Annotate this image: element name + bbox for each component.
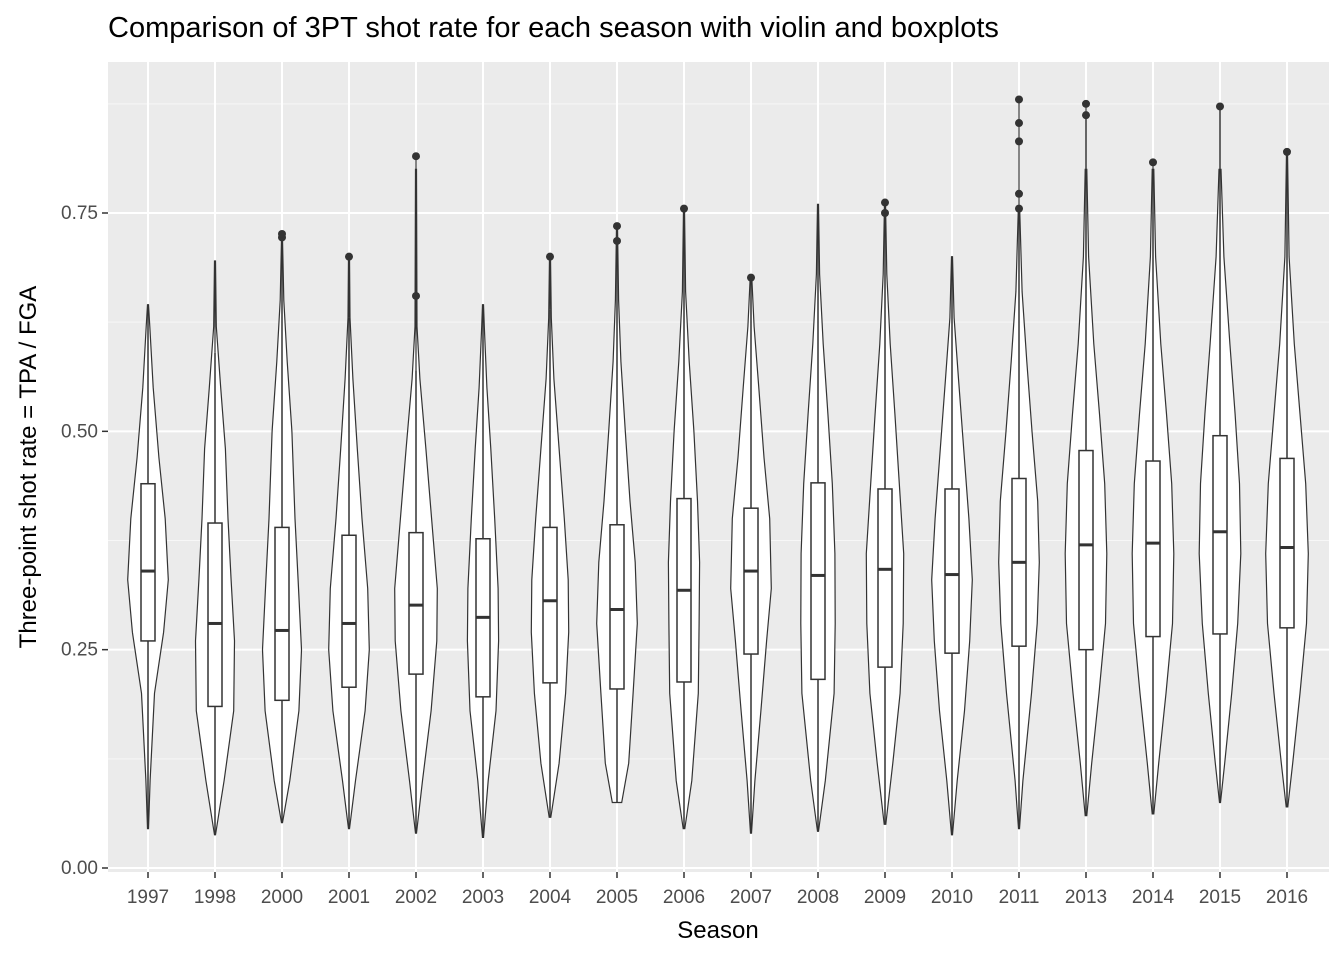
axes: 0.00 0.25 0.50 0.75 1997 1998 2000 2001 2002 2003… — [61, 203, 1308, 908]
violin-2007 — [730, 273, 772, 834]
x-tick-label: 2006 — [663, 887, 705, 908]
box — [1279, 457, 1295, 629]
chart-title: Comparison of 3PT shot rate for each sea… — [108, 12, 999, 44]
violin-2013 — [1064, 99, 1108, 817]
box — [944, 488, 960, 654]
x-tick-label: 2013 — [1065, 887, 1107, 908]
violin-2001 — [328, 252, 370, 830]
box — [1078, 449, 1094, 651]
violin-2010 — [931, 256, 973, 836]
violin-2005 — [596, 222, 638, 804]
y-tick-label: 0.00 — [61, 858, 98, 879]
x-tick-label: 2001 — [328, 887, 370, 908]
outlier-point — [1015, 137, 1023, 146]
violin-2004 — [530, 252, 570, 818]
y-axis-title: Three-point shot rate = TPA / FGA — [15, 286, 42, 649]
box — [810, 482, 826, 681]
violin-2015 — [1198, 102, 1242, 804]
violin-1998 — [194, 260, 236, 836]
box — [542, 526, 558, 684]
outlier-point — [881, 209, 889, 217]
violin-2014 — [1131, 158, 1175, 815]
outlier-point — [1082, 111, 1090, 120]
box — [140, 482, 156, 642]
x-tick-label: 2000 — [261, 887, 303, 908]
box — [341, 534, 357, 688]
x-tick-label: 2002 — [395, 887, 437, 908]
outlier-point — [613, 222, 621, 231]
violin-2016 — [1265, 147, 1309, 808]
x-tick-label: 2003 — [462, 887, 504, 908]
violin-2011 — [998, 95, 1040, 830]
violin-1997 — [127, 304, 169, 830]
violin-2002 — [394, 152, 438, 834]
x-tick-label: 2008 — [797, 887, 839, 908]
outlier-point — [680, 204, 688, 213]
box — [274, 526, 290, 702]
outlier-point — [1283, 147, 1291, 156]
box — [609, 524, 625, 690]
x-axis-title: Season — [677, 917, 758, 944]
outlier-point — [1149, 158, 1157, 167]
y-tick-label: 0.25 — [61, 640, 98, 661]
outlier-point — [546, 252, 554, 261]
outlier-point — [1082, 99, 1090, 108]
y-tick-label: 0.75 — [61, 203, 98, 224]
outlier-point — [881, 198, 889, 207]
outlier-point — [1015, 189, 1023, 198]
x-tick-label: 2011 — [999, 887, 1040, 908]
outlier-point — [1015, 95, 1023, 104]
outlier-point — [1015, 204, 1023, 213]
violin-2006 — [667, 204, 701, 830]
outlier-point — [613, 236, 621, 245]
violin-2009 — [865, 198, 905, 825]
x-tick-label: 2007 — [730, 887, 772, 908]
x-tick-label: 2010 — [931, 887, 973, 908]
plot-panel — [108, 62, 1329, 872]
outlier-point — [412, 291, 420, 300]
x-tick-label: 2014 — [1132, 887, 1175, 908]
x-tick-label: 1997 — [127, 887, 169, 908]
violin-2000 — [261, 229, 303, 824]
x-tick-label: 2004 — [529, 887, 572, 908]
x-tick-label: 2016 — [1266, 887, 1308, 908]
x-tick-label: 2009 — [864, 887, 906, 908]
outlier-point — [412, 152, 420, 161]
box — [743, 507, 759, 655]
violin-2008 — [800, 203, 836, 832]
outlier-point — [278, 229, 286, 238]
x-tick-label: 2005 — [596, 887, 638, 908]
x-tick-label: 2015 — [1199, 887, 1241, 908]
box — [207, 522, 223, 708]
outlier-point — [747, 273, 755, 282]
box — [1212, 434, 1228, 635]
outlier-point — [345, 252, 353, 261]
outlier-point — [1015, 119, 1023, 128]
box — [408, 531, 424, 675]
box — [1145, 460, 1161, 638]
outlier-point — [1216, 102, 1224, 111]
y-tick-label: 0.50 — [61, 421, 98, 442]
box — [877, 488, 893, 668]
violins — [127, 95, 1309, 838]
x-tick-label: 1998 — [194, 887, 236, 908]
violin-2003 — [466, 304, 500, 838]
